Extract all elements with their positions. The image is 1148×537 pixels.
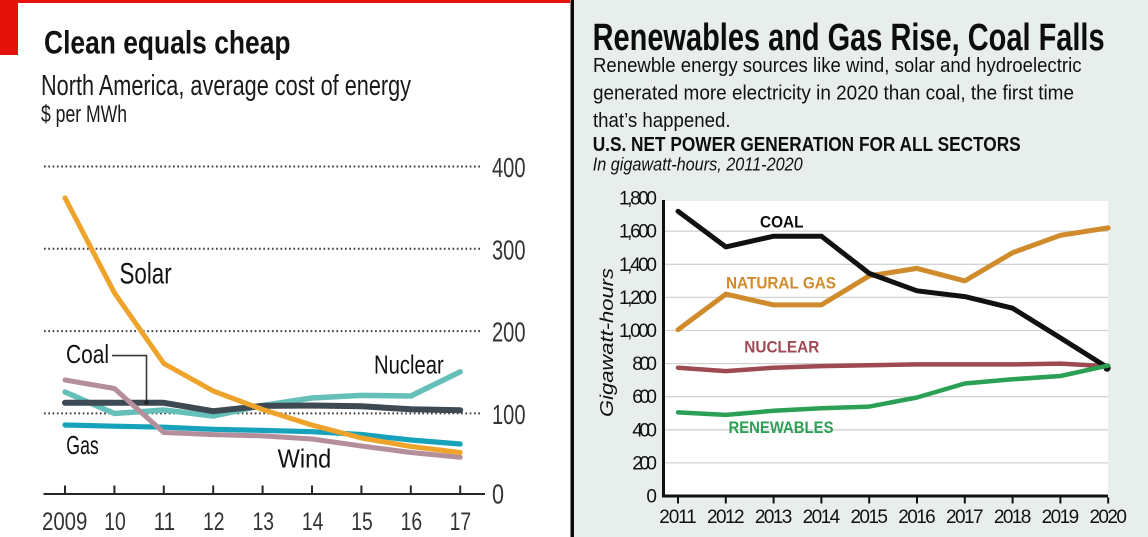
svg-text:NUCLEAR: NUCLEAR bbox=[744, 338, 819, 357]
svg-text:2009: 2009 bbox=[42, 508, 88, 536]
svg-text:Clean equals cheap: Clean equals cheap bbox=[44, 25, 291, 61]
svg-text:600: 600 bbox=[632, 387, 657, 408]
svg-text:1,800: 1,800 bbox=[619, 189, 657, 210]
svg-text:U.S. NET POWER GENERATION FOR: U.S. NET POWER GENERATION FOR ALL SECTOR… bbox=[593, 133, 1021, 156]
svg-text:1,000: 1,000 bbox=[619, 321, 657, 342]
svg-text:2017: 2017 bbox=[946, 507, 984, 528]
svg-text:RENEWABLES: RENEWABLES bbox=[729, 418, 834, 437]
svg-text:17: 17 bbox=[450, 508, 472, 536]
svg-text:Nuclear: Nuclear bbox=[374, 350, 444, 380]
svg-text:Gigawatt-hours: Gigawatt-hours bbox=[597, 268, 617, 417]
svg-text:generated more electricity in: generated more electricity in 2020 than … bbox=[593, 83, 1074, 105]
svg-text:2013: 2013 bbox=[755, 507, 793, 528]
svg-text:400: 400 bbox=[492, 152, 526, 183]
svg-text:0: 0 bbox=[492, 479, 504, 510]
svg-text:Wind: Wind bbox=[278, 444, 332, 474]
svg-text:Solar: Solar bbox=[120, 258, 172, 291]
svg-text:Coal: Coal bbox=[66, 339, 109, 369]
svg-text:2012: 2012 bbox=[707, 507, 745, 528]
svg-text:COAL: COAL bbox=[760, 213, 804, 232]
svg-text:800: 800 bbox=[632, 354, 657, 375]
svg-text:North America, average cost of: North America, average cost of energy bbox=[41, 70, 411, 102]
svg-text:0: 0 bbox=[646, 487, 657, 508]
svg-text:2018: 2018 bbox=[994, 507, 1032, 528]
svg-text:14: 14 bbox=[302, 508, 324, 536]
svg-text:In gigawatt-hours, 2011-2020: In gigawatt-hours, 2011-2020 bbox=[593, 155, 803, 175]
svg-text:Renewables and Gas Rise, Coal: Renewables and Gas Rise, Coal Falls bbox=[593, 17, 1105, 59]
svg-text:15: 15 bbox=[351, 508, 373, 536]
svg-text:400: 400 bbox=[632, 420, 657, 441]
svg-text:1,200: 1,200 bbox=[619, 288, 657, 309]
svg-text:Gas: Gas bbox=[66, 430, 99, 460]
svg-text:that’s happened.: that’s happened. bbox=[593, 110, 731, 132]
svg-text:2016: 2016 bbox=[898, 507, 936, 528]
svg-text:200: 200 bbox=[492, 317, 526, 348]
svg-text:11: 11 bbox=[154, 508, 176, 536]
svg-text:1,600: 1,600 bbox=[619, 222, 657, 243]
svg-text:1,400: 1,400 bbox=[619, 255, 657, 276]
svg-text:2020: 2020 bbox=[1089, 507, 1127, 528]
svg-text:200: 200 bbox=[632, 453, 657, 474]
svg-text:13: 13 bbox=[252, 508, 274, 536]
svg-text:16: 16 bbox=[401, 508, 423, 536]
svg-text:$ per MWh: $ per MWh bbox=[41, 101, 127, 128]
svg-text:2011: 2011 bbox=[659, 507, 697, 528]
svg-text:12: 12 bbox=[203, 508, 225, 536]
svg-text:NATURAL GAS: NATURAL GAS bbox=[726, 274, 836, 293]
svg-text:100: 100 bbox=[492, 399, 526, 430]
svg-text:2014: 2014 bbox=[803, 507, 841, 528]
svg-text:300: 300 bbox=[492, 234, 526, 265]
svg-text:2015: 2015 bbox=[850, 507, 888, 528]
svg-text:Renewble energy sources like w: Renewble energy sources like wind, solar… bbox=[593, 55, 1082, 77]
svg-text:2019: 2019 bbox=[1042, 507, 1080, 528]
svg-text:10: 10 bbox=[104, 508, 126, 536]
